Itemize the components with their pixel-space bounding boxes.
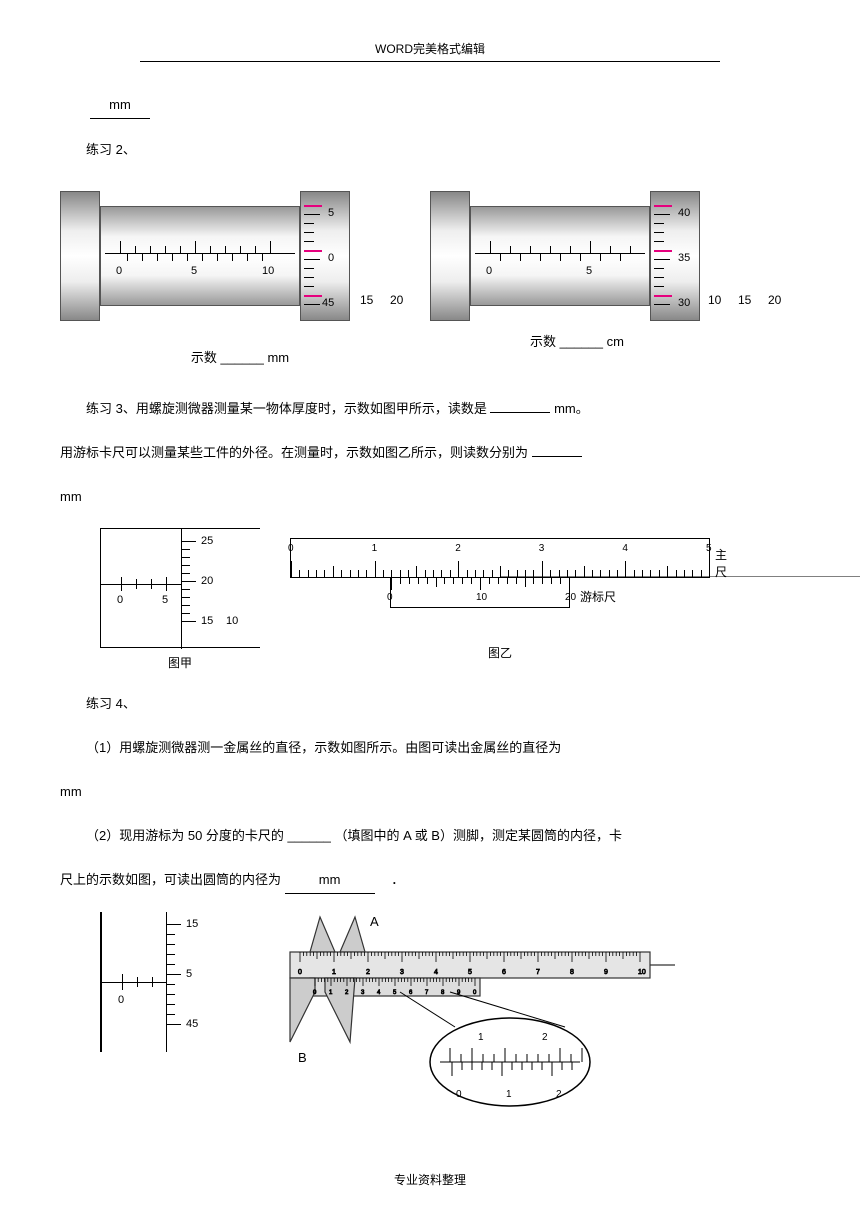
svg-text:7: 7: [536, 969, 540, 976]
svg-text:1: 1: [506, 1089, 512, 1100]
ex3-figures: 0 5 25 20 15 10 图甲: [100, 528, 800, 671]
ex4-unit1: mm: [60, 779, 800, 805]
fig-yi: 012345 01020 主尺 游标尺: [290, 528, 710, 638]
page-header: WORD完美格式编辑: [140, 40, 720, 62]
page-footer: 专业资料整理: [0, 1171, 860, 1188]
svg-text:2: 2: [556, 1089, 562, 1100]
ex2-figures: 0 5 10 5 0 45 15 20 示数 ______ mm: [60, 181, 800, 366]
svg-text:2: 2: [366, 969, 370, 976]
svg-text:9: 9: [604, 969, 608, 976]
svg-text:4: 4: [434, 969, 438, 976]
svg-text:3: 3: [400, 969, 404, 976]
ex3-line2: 用游标卡尺可以测量某些工件的外径。在测量时，示数如图乙所示，则读数分别为: [60, 440, 800, 466]
ex3-line1: 练习 3、用螺旋测微器测量某一物体厚度时，示数如图甲所示，读数是 mm。: [60, 396, 800, 422]
svg-text:1: 1: [332, 969, 336, 976]
ex3-unit: mm: [60, 484, 800, 510]
svg-text:A: A: [370, 914, 379, 929]
ex4-figures: 0 15 5 45: [100, 912, 800, 1112]
left-reading: 示数 ______ mm: [60, 347, 420, 366]
ex4-micrometer: 0 15 5 45: [100, 912, 230, 1052]
micrometer-right: 0 5 40 35 30 10 15 20: [430, 181, 750, 341]
ex4-line1: （1）用螺旋测微器测一金属丝的直径，示数如图所示。由图可读出金属丝的直径为: [60, 735, 800, 761]
ex4-line2b: 尺上的示数如图，可读出圆筒的内径为 mm ．: [60, 867, 800, 894]
fig-jia: 0 5 25 20 15 10: [100, 528, 260, 648]
svg-text:0: 0: [298, 969, 302, 976]
svg-text:10: 10: [638, 969, 646, 976]
ex4-title: 练习 4、: [60, 691, 800, 717]
svg-text:1: 1: [478, 1032, 484, 1043]
blank-mm-line: mm: [90, 92, 800, 119]
ex4-line2a: （2）现用游标为 50 分度的卡尺的 ______ （填图中的 A 或 B）测脚…: [60, 823, 800, 849]
svg-text:6: 6: [502, 969, 506, 976]
svg-text:0: 0: [456, 1089, 462, 1100]
svg-text:5: 5: [468, 969, 472, 976]
svg-text:B: B: [298, 1050, 307, 1065]
svg-text:8: 8: [570, 969, 574, 976]
ex4-caliper: 012345678910 01234567890 A B 1 2 0 1 2: [260, 912, 680, 1112]
ex2-title: 练习 2、: [60, 137, 800, 163]
micrometer-left: 0 5 10 5 0 45 15 20: [60, 181, 380, 341]
svg-text:2: 2: [542, 1032, 548, 1043]
